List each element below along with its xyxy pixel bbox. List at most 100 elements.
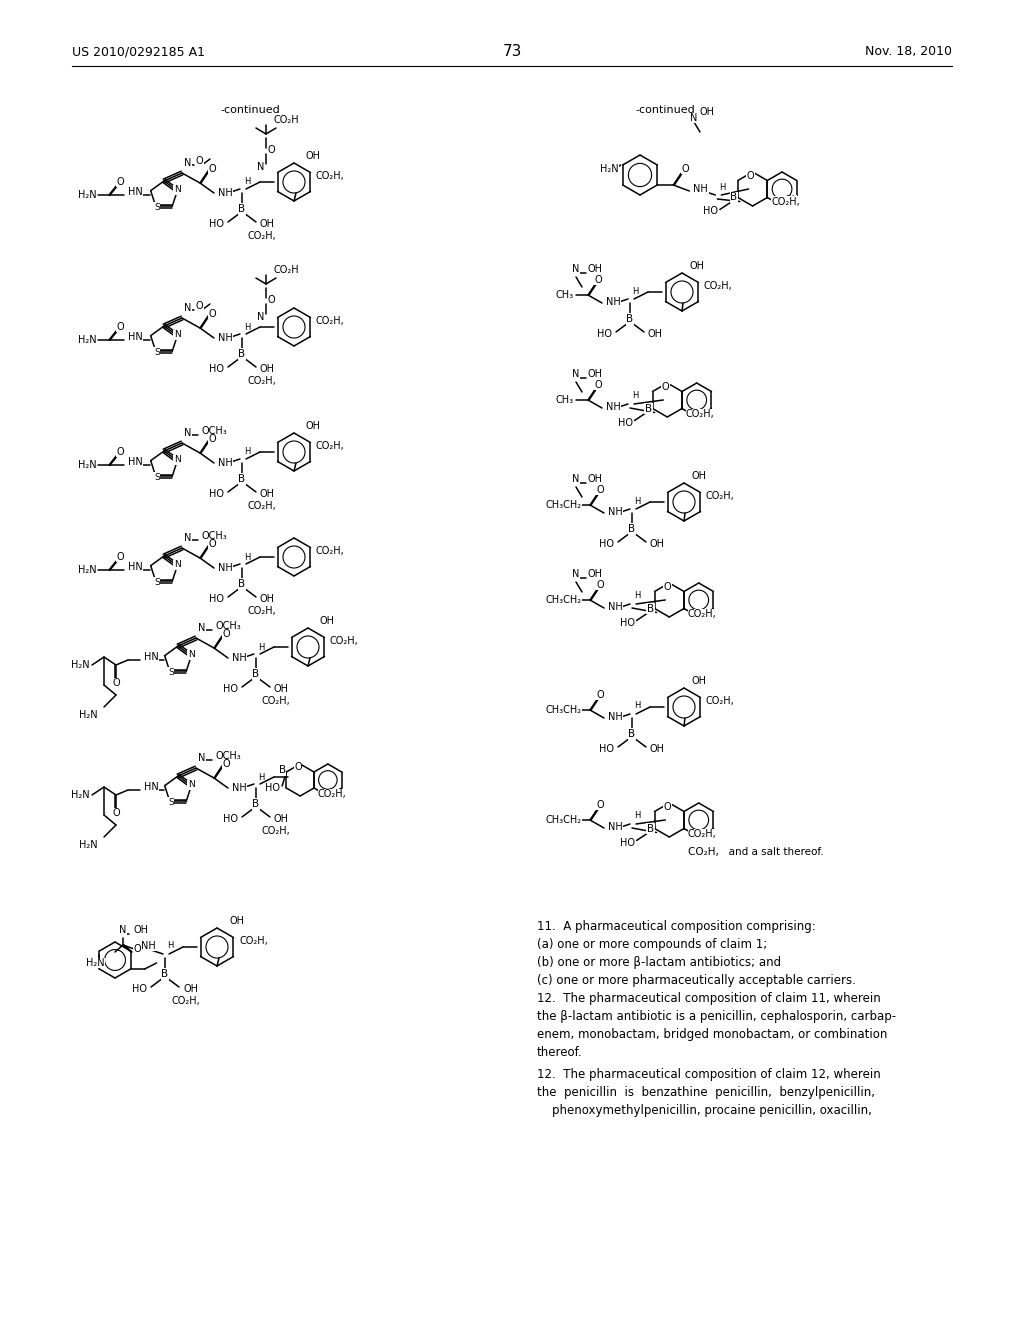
Text: H₂N: H₂N — [86, 958, 104, 968]
Text: CO₂H,: CO₂H, — [688, 610, 717, 619]
Text: H: H — [244, 553, 251, 561]
Text: HO: HO — [599, 539, 614, 549]
Text: CH₃: CH₃ — [555, 395, 573, 405]
Text: O: O — [196, 156, 204, 166]
Text: N: N — [188, 651, 195, 659]
Text: NH: NH — [232, 653, 247, 663]
Text: O: O — [116, 552, 124, 562]
Text: NH: NH — [606, 403, 621, 412]
Text: NH: NH — [693, 183, 708, 194]
Text: OH: OH — [133, 925, 148, 935]
Text: OH: OH — [588, 264, 603, 275]
Text: NH: NH — [218, 458, 232, 469]
Text: H₂N: H₂N — [78, 190, 96, 201]
Text: CO₂H,: CO₂H, — [705, 281, 733, 290]
Text: OH: OH — [229, 916, 244, 927]
Text: NH: NH — [606, 297, 621, 308]
Text: O: O — [596, 579, 604, 590]
Text: O: O — [113, 678, 120, 688]
Text: CO₂H,: CO₂H, — [771, 197, 800, 206]
Text: N: N — [174, 330, 180, 339]
Text: H: H — [244, 447, 251, 457]
Text: HO: HO — [265, 783, 281, 793]
Text: CO₂H,: CO₂H, — [330, 636, 358, 645]
Text: N: N — [174, 455, 180, 465]
Text: O: O — [682, 164, 689, 174]
Text: OH: OH — [274, 814, 289, 824]
Text: HO: HO — [620, 618, 635, 627]
Text: O: O — [196, 301, 204, 312]
Text: CO₂H,: CO₂H, — [316, 172, 345, 181]
Text: Nov. 18, 2010: Nov. 18, 2010 — [865, 45, 952, 58]
Text: HO: HO — [702, 206, 718, 216]
Text: HN: HN — [128, 562, 142, 572]
Text: -continued: -continued — [220, 106, 280, 115]
Text: -continued: -continued — [635, 106, 694, 115]
Text: CO₂H,: CO₂H, — [262, 826, 291, 836]
Text: HO: HO — [620, 837, 635, 847]
Text: CO₂H,: CO₂H, — [706, 696, 735, 706]
Text: O: O — [208, 434, 216, 444]
Text: NH: NH — [608, 711, 623, 722]
Text: O: O — [222, 759, 229, 770]
Text: B: B — [629, 524, 636, 535]
Text: CO₂H,: CO₂H, — [248, 376, 276, 385]
Text: O: O — [746, 172, 755, 181]
Text: H: H — [632, 286, 638, 296]
Text: B: B — [253, 799, 259, 809]
Text: H₂N: H₂N — [72, 789, 90, 800]
Text: B: B — [645, 404, 652, 413]
Text: HO: HO — [223, 684, 238, 694]
Text: OH: OH — [260, 488, 275, 499]
Text: H: H — [634, 701, 640, 710]
Text: H: H — [244, 177, 251, 186]
Text: O: O — [116, 177, 124, 187]
Text: N: N — [174, 185, 180, 194]
Text: HO: HO — [223, 814, 238, 824]
Text: N: N — [188, 780, 195, 789]
Text: H₂N: H₂N — [78, 459, 96, 470]
Text: N: N — [257, 162, 264, 172]
Text: B: B — [279, 766, 286, 775]
Text: O: O — [113, 808, 120, 818]
Text: NH: NH — [218, 564, 232, 573]
Text: O: O — [596, 690, 604, 700]
Text: B: B — [647, 824, 654, 833]
Text: HO: HO — [597, 329, 612, 339]
Text: OH: OH — [648, 329, 663, 339]
Text: NH: NH — [218, 333, 232, 343]
Text: OCH₃: OCH₃ — [216, 751, 242, 762]
Text: B: B — [239, 474, 246, 484]
Text: OH: OH — [274, 684, 289, 694]
Text: CH₃CH₂: CH₃CH₂ — [545, 705, 582, 715]
Text: OCH₃: OCH₃ — [202, 426, 227, 436]
Text: O: O — [664, 582, 671, 591]
Text: OH: OH — [588, 370, 603, 379]
Text: B: B — [253, 669, 259, 678]
Text: N: N — [184, 158, 191, 168]
Text: O: O — [116, 322, 124, 333]
Text: B: B — [647, 603, 654, 614]
Text: CO₂H,: CO₂H, — [316, 315, 345, 326]
Text: OH: OH — [700, 107, 715, 117]
Text: H₂N: H₂N — [80, 710, 98, 719]
Text: CH₃CH₂: CH₃CH₂ — [545, 500, 582, 510]
Text: B: B — [629, 729, 636, 739]
Text: O: O — [208, 309, 216, 319]
Text: CH₃CH₂: CH₃CH₂ — [545, 595, 582, 605]
Text: O: O — [664, 803, 671, 812]
Text: O: O — [596, 484, 604, 495]
Text: HN: HN — [128, 457, 142, 467]
Text: H: H — [634, 496, 640, 506]
Text: NH: NH — [608, 507, 623, 517]
Text: H₂N: H₂N — [600, 164, 618, 174]
Text: B: B — [627, 314, 634, 323]
Text: OH: OH — [650, 744, 665, 754]
Text: H: H — [244, 322, 251, 331]
Text: B: B — [162, 969, 169, 979]
Text: O: O — [208, 539, 216, 549]
Text: S: S — [168, 668, 174, 677]
Text: NH: NH — [141, 941, 156, 950]
Text: O: O — [294, 762, 302, 772]
Text: HO: HO — [209, 488, 224, 499]
